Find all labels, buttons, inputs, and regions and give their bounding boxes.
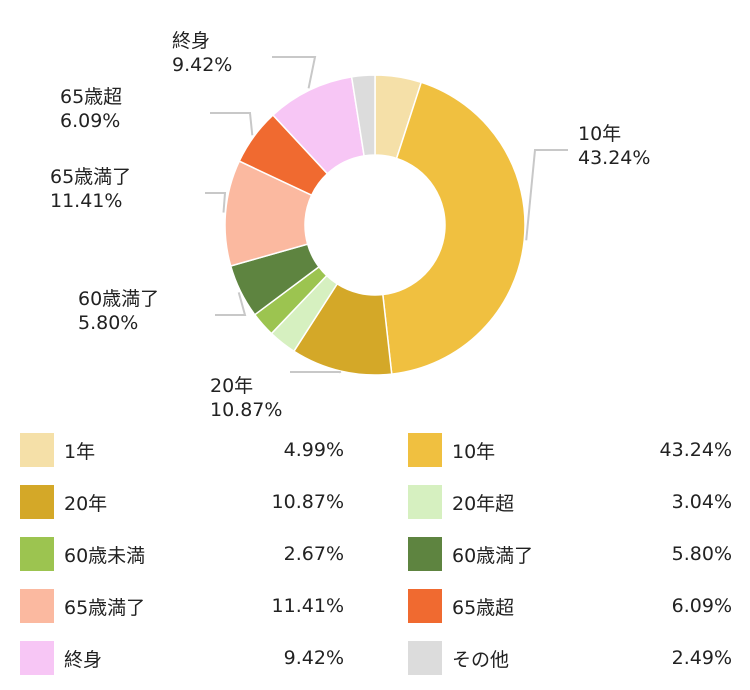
slice-9	[350, 74, 376, 157]
legend-swatch	[408, 589, 442, 623]
legend-value: 9.42%	[283, 647, 344, 669]
donut-slices	[224, 74, 526, 376]
legend-label: 20年	[64, 492, 108, 515]
callout-label-7: 65歳超	[60, 86, 122, 108]
legend-item: 20年 10.87%	[20, 484, 344, 520]
callout-value-7: 6.09%	[60, 110, 120, 132]
legend-label: 終身	[64, 648, 103, 671]
callout-line-6	[205, 192, 227, 213]
legend-label: 20年超	[452, 492, 515, 515]
legend-value: 5.80%	[671, 543, 732, 565]
callout-line-7	[210, 112, 254, 136]
legend-swatch	[20, 641, 54, 675]
callout-value-8: 9.42%	[172, 54, 232, 76]
legend-swatch	[408, 537, 442, 571]
callout-label-8: 終身	[172, 30, 210, 52]
callout-value-5: 5.80%	[78, 312, 138, 334]
legend-value: 11.41%	[271, 595, 344, 617]
legend-label: 60歳満了	[452, 544, 534, 567]
legend-value: 10.87%	[271, 491, 344, 513]
legend-item: 10年 43.24%	[408, 432, 732, 468]
callout-value-6: 11.41%	[50, 190, 122, 212]
legend-swatch	[20, 433, 54, 467]
legend-value: 2.67%	[283, 543, 344, 565]
callout-line-1	[525, 149, 568, 241]
legend-label: 65歳超	[452, 596, 515, 619]
slice-1	[381, 81, 526, 375]
legend-swatch	[408, 641, 442, 675]
callout-value-1: 43.24%	[578, 147, 650, 169]
legend-swatch	[408, 485, 442, 519]
legend-value: 43.24%	[659, 439, 732, 461]
legend-swatch	[20, 537, 54, 571]
legend-value: 3.04%	[671, 491, 732, 513]
legend-label: 60歳未満	[64, 544, 146, 567]
legend-swatch	[408, 433, 442, 467]
legend-swatch	[20, 589, 54, 623]
legend-swatch	[20, 485, 54, 519]
legend-item: 1年 4.99%	[20, 432, 344, 468]
legend-value: 4.99%	[283, 439, 344, 461]
legend-label: 1年	[64, 440, 96, 463]
callout-label-6: 65歳満了	[50, 166, 131, 188]
legend-label: 65歳満了	[64, 596, 146, 619]
legend-value: 2.49%	[671, 647, 732, 669]
callout-line-2	[290, 371, 342, 374]
legend-label: 10年	[452, 440, 496, 463]
callout-label-1: 10年	[578, 123, 621, 145]
callout-label-5: 60歳満了	[78, 288, 159, 310]
legend-item: 65歳超 6.09%	[408, 588, 732, 624]
legend-item: 終身 9.42%	[20, 640, 344, 676]
legend-label: その他	[452, 648, 510, 671]
legend-item: 65歳満了 11.41%	[20, 588, 344, 624]
legend-item: 60歳満了 5.80%	[408, 536, 732, 572]
legend-item: 60歳未満 2.67%	[20, 536, 344, 572]
callout-line-8	[272, 56, 317, 89]
legend-item: その他 2.49%	[408, 640, 732, 676]
callout-line-5	[215, 292, 247, 316]
legend-item: 20年超 3.04%	[408, 484, 732, 520]
callout-label-2: 20年	[210, 375, 253, 397]
legend-value: 6.09%	[671, 595, 732, 617]
callout-value-2: 10.87%	[210, 399, 282, 421]
